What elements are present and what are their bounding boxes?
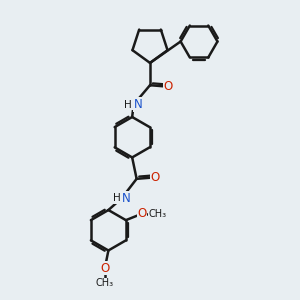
Text: O: O xyxy=(138,207,147,220)
Text: O: O xyxy=(164,80,173,93)
Text: CH₃: CH₃ xyxy=(148,208,166,219)
Text: CH₃: CH₃ xyxy=(96,278,114,288)
Text: O: O xyxy=(100,262,110,275)
Text: H: H xyxy=(124,100,132,110)
Text: N: N xyxy=(122,192,130,205)
Text: O: O xyxy=(150,171,160,184)
Text: N: N xyxy=(134,98,142,111)
Text: H: H xyxy=(112,193,120,203)
